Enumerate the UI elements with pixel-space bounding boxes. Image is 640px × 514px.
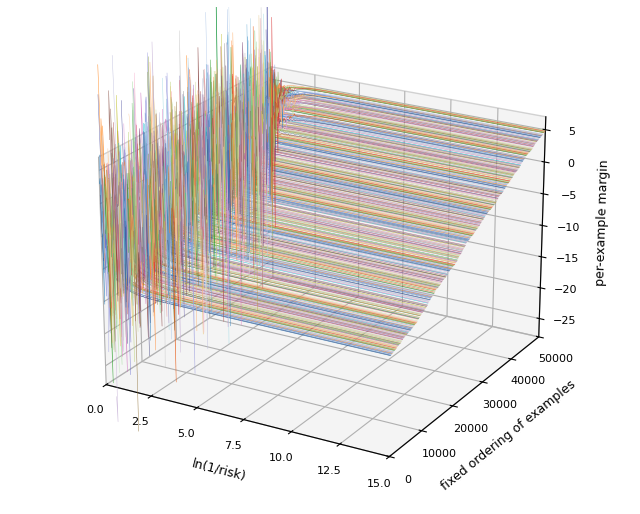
Y-axis label: fixed ordering of examples: fixed ordering of examples: [439, 378, 579, 493]
X-axis label: ln(1/risk): ln(1/risk): [190, 457, 248, 484]
